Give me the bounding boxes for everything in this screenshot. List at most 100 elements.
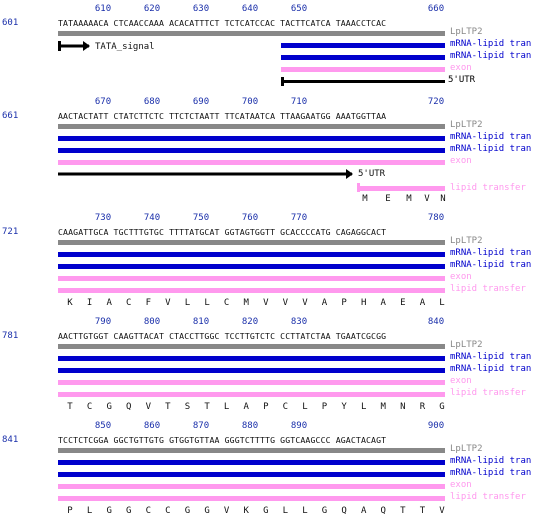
dna-sequence: CAAGATTGCA TGCTTTGTGC TTTTATGCAT GGTAGTG… xyxy=(58,227,387,237)
amino-acid: P xyxy=(263,402,269,412)
amino-acid: G xyxy=(106,506,112,516)
mrna-label-2[interactable]: mRNA-lipid tran xyxy=(450,468,532,478)
mrna-bar-1 xyxy=(58,252,445,257)
lipid-bar xyxy=(58,392,445,397)
utr-bar xyxy=(284,80,445,83)
utr-label[interactable]: 5'UTR xyxy=(358,169,386,179)
lipid-bar xyxy=(360,186,445,191)
source-label[interactable]: LpLTP2 xyxy=(450,236,483,246)
mrna-label-1[interactable]: mRNA-lipid tran xyxy=(450,352,532,362)
ruler-tick-label: 760 xyxy=(241,213,259,223)
lipid-label[interactable]: lipid transfer xyxy=(450,284,526,294)
ruler-tick-label: 900 xyxy=(427,421,445,431)
amino-acid: C xyxy=(86,402,93,412)
lipid-label[interactable]: lipid transfer xyxy=(450,388,526,398)
mrna-label-2[interactable]: mRNA-lipid tran xyxy=(450,144,532,154)
mrna-bar-2 xyxy=(58,264,445,269)
amino-acid: S xyxy=(184,402,191,412)
source-label[interactable]: LpLTP2 xyxy=(450,340,483,350)
start-position: 841 xyxy=(2,435,19,445)
amino-acid: L xyxy=(223,402,230,412)
amino-acid: T xyxy=(204,402,210,412)
ruler-tick-label: 750 xyxy=(192,213,210,223)
amino-acid: V xyxy=(424,194,430,204)
ruler-tick-label: 790 xyxy=(94,317,112,327)
amino-acid: Q xyxy=(126,402,132,412)
amino-acid: E xyxy=(400,298,406,308)
exon-label[interactable]: exon xyxy=(450,156,472,166)
amino-acid: L xyxy=(204,298,210,308)
amino-acid: P xyxy=(67,506,73,516)
exon-label[interactable]: exon xyxy=(450,376,472,386)
lipid-label[interactable]: lipid transfer xyxy=(450,183,526,193)
mrna-label-1[interactable]: mRNA-lipid tran xyxy=(450,39,532,49)
amino-acid: L xyxy=(302,506,308,516)
source-label[interactable]: LpLTP2 xyxy=(450,444,483,454)
start-position: 721 xyxy=(2,227,19,237)
amino-acid: G xyxy=(263,506,269,516)
exon-label[interactable]: exon xyxy=(450,63,472,73)
amino-acid: F xyxy=(145,298,152,308)
tata-signal-arrow xyxy=(58,41,90,51)
mrna-label-2[interactable]: mRNA-lipid tran xyxy=(450,260,532,270)
exon-label[interactable]: exon xyxy=(450,480,472,490)
ruler-tick-label: 670 xyxy=(94,97,112,107)
utr-arrow xyxy=(58,169,353,179)
mrna-label-2[interactable]: mRNA-lipid tran xyxy=(450,364,532,374)
amino-acid: V xyxy=(439,506,445,516)
ruler-tick-label: 880 xyxy=(241,421,259,431)
amino-acid: L xyxy=(282,506,289,516)
amino-acid: I xyxy=(86,298,93,308)
source-bar xyxy=(58,448,445,453)
amino-acid: G xyxy=(106,402,112,412)
ruler-tick-label: 680 xyxy=(143,97,161,107)
mrna-label-1[interactable]: mRNA-lipid tran xyxy=(450,248,532,258)
start-position: 601 xyxy=(2,18,19,28)
ruler-tick-label: 690 xyxy=(192,97,210,107)
amino-acid: C xyxy=(223,298,230,308)
utr-label[interactable]: 5'UTR xyxy=(448,75,476,85)
source-bar xyxy=(58,240,445,245)
ruler-tick-label: 640 xyxy=(241,4,259,14)
amino-acid: G xyxy=(439,402,445,412)
mrna-label-2[interactable]: mRNA-lipid tran xyxy=(450,51,532,61)
lipid-bar xyxy=(58,288,445,293)
exon-bar xyxy=(58,380,445,385)
tata-signal-label[interactable]: TATA_signal xyxy=(95,42,155,52)
source-label[interactable]: LpLTP2 xyxy=(450,120,483,130)
exon-bar xyxy=(281,67,445,72)
lipid-label[interactable]: lipid transfer xyxy=(450,492,526,502)
amino-acid: G xyxy=(126,506,132,516)
amino-acid: M xyxy=(243,298,249,308)
mrna-label-1[interactable]: mRNA-lipid tran xyxy=(450,456,532,466)
amino-acid: T xyxy=(165,402,171,412)
ruler-tick-label: 710 xyxy=(290,97,308,107)
amino-acid: C xyxy=(126,298,132,308)
source-bar xyxy=(58,344,445,349)
ruler-tick-label: 860 xyxy=(143,421,161,431)
exon-bar xyxy=(58,484,445,489)
mrna-label-1[interactable]: mRNA-lipid tran xyxy=(450,132,532,142)
exon-label[interactable]: exon xyxy=(450,272,472,282)
amino-acid: M xyxy=(406,194,412,204)
ruler-tick-label: 810 xyxy=(192,317,210,327)
amino-acid: N xyxy=(440,194,446,204)
start-position: 781 xyxy=(2,331,19,341)
source-bar xyxy=(58,31,445,36)
ruler-tick-label: 630 xyxy=(192,4,210,14)
amino-acid: A xyxy=(243,402,249,412)
ruler-tick-label: 770 xyxy=(290,213,308,223)
amino-acid: C xyxy=(165,506,171,516)
amino-acid: A xyxy=(106,298,112,308)
amino-acid: T xyxy=(400,506,406,516)
dna-sequence: AACTTGTGGT CAAGTTACAT CTACCTTGGC TCCTTGT… xyxy=(58,331,387,341)
amino-acid: L xyxy=(439,298,445,308)
start-position: 661 xyxy=(2,111,19,121)
ruler-tick-label: 740 xyxy=(143,213,161,223)
amino-acid: M xyxy=(362,194,368,204)
amino-acid: G xyxy=(184,506,191,516)
ruler-tick-label: 660 xyxy=(427,4,445,14)
lipid-bar xyxy=(58,496,445,501)
amino-acid: R xyxy=(419,402,426,412)
source-label[interactable]: LpLTP2 xyxy=(450,27,483,37)
